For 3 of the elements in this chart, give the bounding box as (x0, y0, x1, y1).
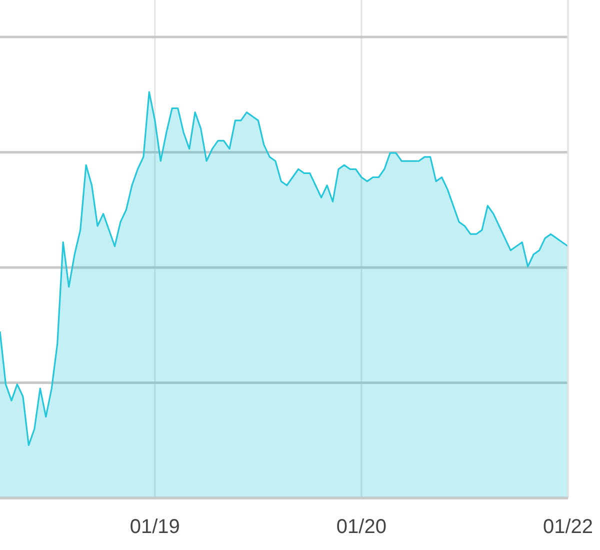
x-tick-label: 01/19 (130, 516, 180, 538)
x-tick-label: 01/20 (336, 516, 386, 538)
x-tick-label: 01/22 (542, 516, 594, 538)
